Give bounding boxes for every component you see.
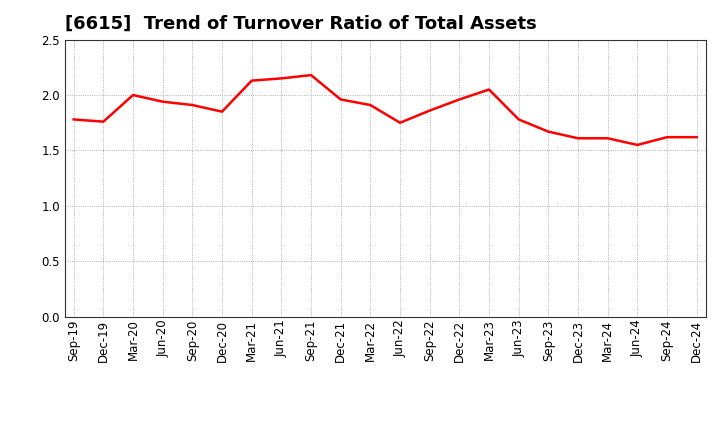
Text: [6615]  Trend of Turnover Ratio of Total Assets: [6615] Trend of Turnover Ratio of Total … xyxy=(65,15,536,33)
